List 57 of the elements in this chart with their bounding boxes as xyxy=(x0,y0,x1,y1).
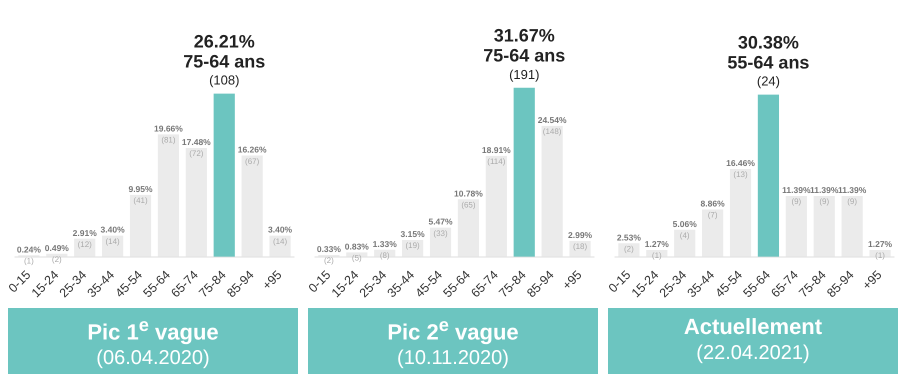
data-label: 3.15% (19) xyxy=(400,229,426,250)
bar xyxy=(758,94,780,257)
data-label: 8.86% (7) xyxy=(700,198,726,220)
data-label: 17.48% (72) xyxy=(182,137,212,158)
data-label: 9.95% (41) xyxy=(128,184,154,206)
text: (06.04.2020) xyxy=(95,347,211,370)
data-label: 10.78% (65) xyxy=(454,188,484,210)
bar xyxy=(158,134,180,257)
data-label: 0.83% (5) xyxy=(344,241,370,263)
bar xyxy=(214,94,235,257)
data-label: 16.26% (67) xyxy=(238,144,267,166)
text: Pic 1$^{e}$ vague xyxy=(86,314,220,346)
text: Actuellement xyxy=(682,314,824,340)
bar xyxy=(842,196,863,257)
data-label: 5.47% (33) xyxy=(428,216,454,238)
data-label: 31.67% 75-64 ans (191) xyxy=(483,26,566,82)
bar xyxy=(46,254,68,257)
data-label: 11.39% (9) xyxy=(782,185,811,206)
data-label: 1.27% (1) xyxy=(644,239,670,260)
data-label: 16.46% (13) xyxy=(726,158,756,180)
bar xyxy=(730,168,752,257)
bar xyxy=(186,148,207,257)
x-tick-label: +95 xyxy=(260,268,285,293)
data-label: 11.39% (9) xyxy=(810,185,839,206)
data-label: 1.33% (8) xyxy=(372,238,398,260)
text: Pic 2$^{e}$ vague xyxy=(386,314,520,346)
bar xyxy=(674,230,696,257)
data-label: 2.91% (12) xyxy=(72,228,98,249)
text: (10.11.2020) xyxy=(396,347,510,370)
x-tick-label: +95 xyxy=(860,268,885,293)
data-label: 3.40% (14) xyxy=(268,224,293,246)
bar xyxy=(542,126,563,257)
data-label: 19.66% (81) xyxy=(154,123,184,145)
bar xyxy=(458,199,480,257)
data-label: 5.06% (4) xyxy=(672,218,698,240)
bar xyxy=(702,210,724,257)
data-label: 0.33% (2) xyxy=(316,244,342,266)
data-label: 1.27% (1) xyxy=(868,239,893,260)
bar xyxy=(430,228,452,257)
data-label: 0.49% (2) xyxy=(44,242,70,264)
data-label: 24.54% (148) xyxy=(538,114,567,136)
data-label: 26.21% 75-64 ans (108) xyxy=(183,32,266,88)
bar xyxy=(514,88,535,257)
data-label: 2.99% (18) xyxy=(568,230,593,252)
text: (22.04.2021) xyxy=(695,342,811,365)
bar xyxy=(486,156,507,257)
bar xyxy=(242,156,263,257)
x-tick-label: +95 xyxy=(560,268,585,293)
bar xyxy=(130,194,152,257)
bar xyxy=(814,196,835,257)
data-label: 0.24% (1) xyxy=(16,244,42,266)
data-label: 18.91% (114) xyxy=(482,144,512,166)
data-label: 11.39% (9) xyxy=(838,185,867,206)
bar xyxy=(786,196,807,257)
data-label: 2.53% (2) xyxy=(616,232,642,254)
data-label: 3.40% (14) xyxy=(100,224,126,246)
data-label: 30.38% 55-64 ans (24) xyxy=(727,32,810,89)
